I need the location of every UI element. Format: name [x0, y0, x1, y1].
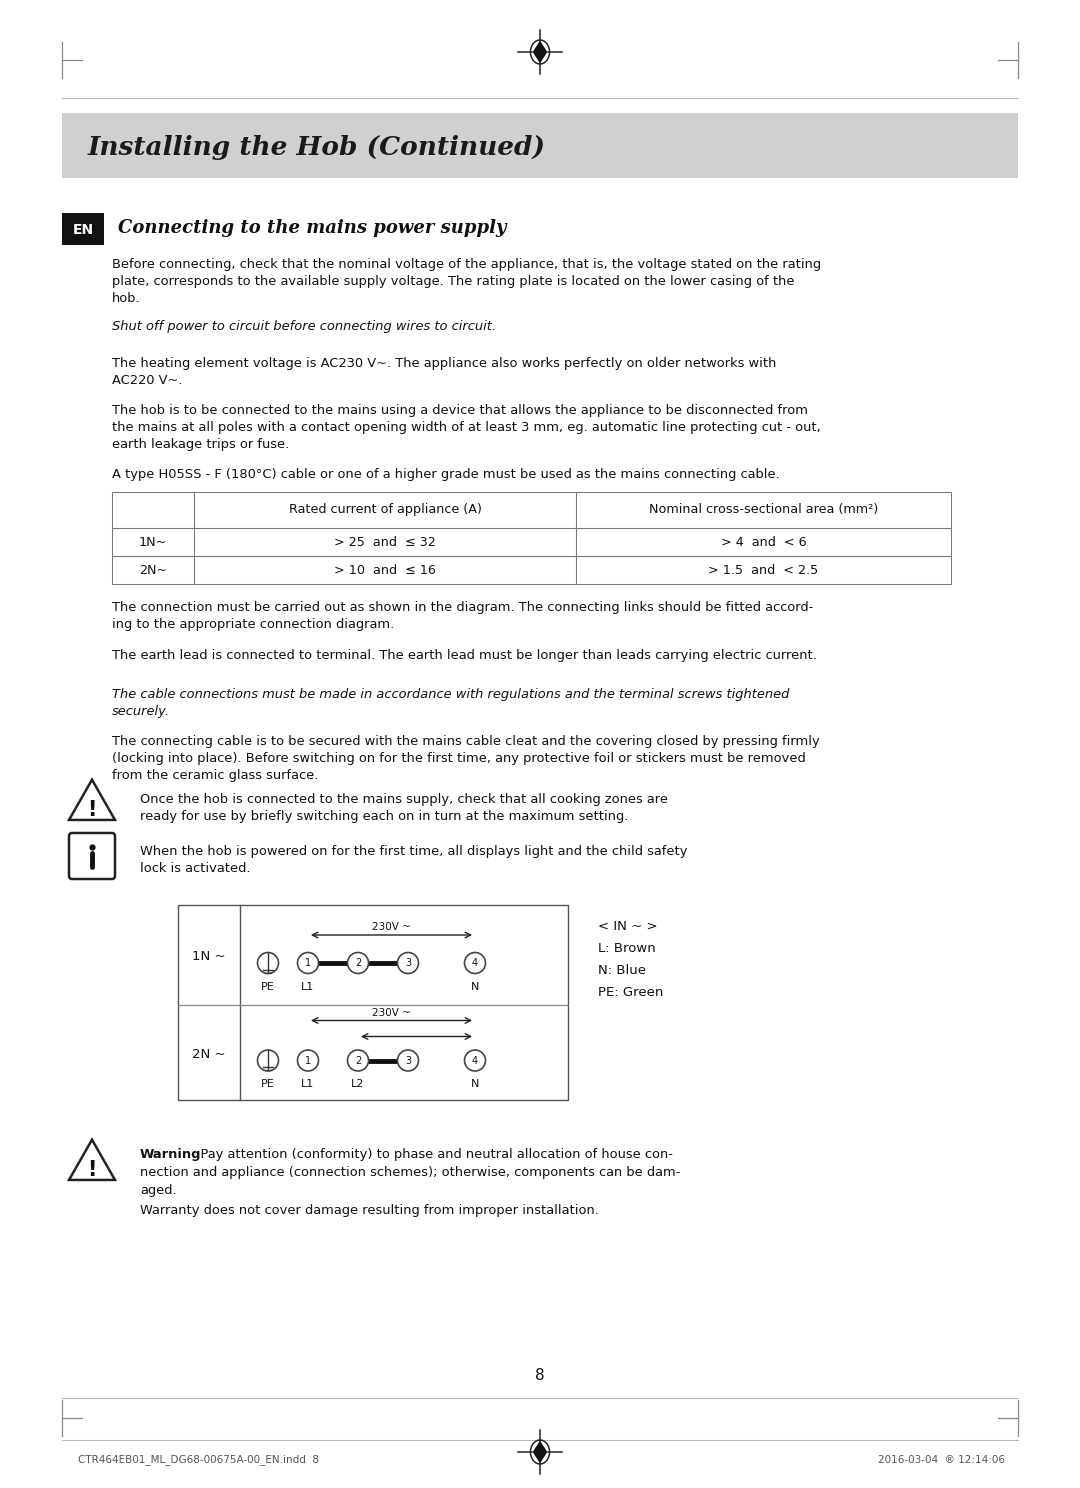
Text: 2: 2 [355, 958, 361, 969]
Text: Connecting to the mains power supply: Connecting to the mains power supply [118, 219, 507, 237]
Bar [62, 213, 104, 246]
Circle shape [257, 1051, 279, 1071]
Bar [194, 557, 576, 583]
Text: The heating element voltage is AC230 V~. The appliance also works perfectly on o: The heating element voltage is AC230 V~.… [112, 357, 777, 387]
Circle shape [397, 952, 419, 973]
FancyBboxPatch shape [69, 833, 114, 879]
Text: 230V ~: 230V ~ [373, 1007, 410, 1018]
Text: 1N~: 1N~ [139, 536, 167, 549]
Text: N: N [471, 982, 480, 991]
Text: When the hob is powered on for the first time, all displays light and the child : When the hob is powered on for the first… [140, 845, 688, 875]
Text: 2: 2 [355, 1055, 361, 1065]
Bar [178, 905, 568, 1100]
Bar [112, 493, 194, 528]
Circle shape [464, 952, 486, 973]
Text: < IN ~ >: < IN ~ > [598, 920, 658, 933]
Bar [62, 113, 1018, 179]
Text: L: Brown: L: Brown [598, 942, 656, 955]
Polygon shape [534, 1442, 546, 1463]
Text: Shut off power to circuit before connecting wires to circuit.: Shut off power to circuit before connect… [112, 320, 496, 333]
Text: 4: 4 [472, 958, 478, 969]
Text: Warranty does not cover damage resulting from improper installation.: Warranty does not cover damage resulting… [140, 1204, 599, 1217]
Text: Warning: Warning [140, 1149, 202, 1161]
Text: > 1.5  and  < 2.5: > 1.5 and < 2.5 [708, 564, 819, 576]
Text: Once the hob is connected to the mains supply, check that all cooking zones are
: Once the hob is connected to the mains s… [140, 793, 669, 823]
Text: The connection must be carried out as shown in the diagram. The connecting links: The connection must be carried out as sh… [112, 601, 813, 631]
Bar [112, 557, 194, 583]
Text: 2016-03-04  ® 12:14:06: 2016-03-04 ® 12:14:06 [878, 1455, 1005, 1466]
Text: 4: 4 [472, 1055, 478, 1065]
Text: 230V ~: 230V ~ [373, 923, 410, 931]
Text: 1: 1 [305, 1055, 311, 1065]
Bar [194, 493, 576, 528]
Polygon shape [534, 42, 546, 62]
Circle shape [297, 952, 319, 973]
Text: The connecting cable is to be secured with the mains cable cleat and the coverin: The connecting cable is to be secured wi… [112, 735, 820, 783]
Text: > 25  and  ≤ 32: > 25 and ≤ 32 [334, 536, 436, 549]
Text: 2N ~: 2N ~ [192, 1048, 226, 1061]
Bar [576, 557, 951, 583]
Text: > 10  and  ≤ 16: > 10 and ≤ 16 [334, 564, 436, 576]
Text: > 4  and  < 6: > 4 and < 6 [720, 536, 807, 549]
Text: L1: L1 [301, 982, 314, 991]
Text: 1N ~: 1N ~ [192, 951, 226, 964]
Text: !: ! [87, 1161, 97, 1180]
Text: PE: Green: PE: Green [598, 987, 663, 998]
Text: N: Blue: N: Blue [598, 964, 646, 978]
Circle shape [464, 1051, 486, 1071]
Text: 1: 1 [305, 958, 311, 969]
Bar [112, 528, 194, 557]
Bar [194, 528, 576, 557]
Text: !: ! [87, 801, 97, 820]
Text: aged.: aged. [140, 1184, 177, 1196]
Polygon shape [69, 780, 114, 820]
Text: EN: EN [72, 223, 94, 237]
Polygon shape [69, 1140, 114, 1180]
Text: Installing the Hob (Continued): Installing the Hob (Continued) [87, 135, 546, 161]
Text: Rated current of appliance (A): Rated current of appliance (A) [288, 503, 482, 516]
Text: 2N~: 2N~ [139, 564, 167, 576]
Circle shape [348, 952, 368, 973]
Text: Nominal cross-sectional area (mm²): Nominal cross-sectional area (mm²) [649, 503, 878, 516]
Text: Before connecting, check that the nominal voltage of the appliance, that is, the: Before connecting, check that the nomina… [112, 257, 821, 305]
Circle shape [297, 1051, 319, 1071]
Circle shape [397, 1051, 419, 1071]
Text: L2: L2 [351, 1079, 365, 1089]
Text: PE: PE [261, 982, 275, 991]
Text: CTR464EB01_ML_DG68-00675A-00_EN.indd  8: CTR464EB01_ML_DG68-00675A-00_EN.indd 8 [78, 1455, 319, 1466]
Circle shape [348, 1051, 368, 1071]
Text: The cable connections must be made in accordance with regulations and the termin: The cable connections must be made in ac… [112, 687, 789, 719]
Text: nection and appliance (connection schemes); otherwise, components can be dam-: nection and appliance (connection scheme… [140, 1167, 680, 1178]
Text: PE: PE [261, 1079, 275, 1089]
Text: The hob is to be connected to the mains using a device that allows the appliance: The hob is to be connected to the mains … [112, 405, 821, 451]
Bar [576, 493, 951, 528]
Text: 3: 3 [405, 1055, 411, 1065]
Bar [576, 528, 951, 557]
Text: 3: 3 [405, 958, 411, 969]
Text: The earth lead is connected to terminal. The earth lead must be longer than lead: The earth lead is connected to terminal.… [112, 649, 816, 662]
Text: N: N [471, 1079, 480, 1089]
Circle shape [257, 952, 279, 973]
Text: L1: L1 [301, 1079, 314, 1089]
Text: A type H05SS - F (180°C) cable or one of a higher grade must be used as the main: A type H05SS - F (180°C) cable or one of… [112, 469, 780, 481]
Text: : Pay attention (conformity) to phase and neutral allocation of house con-: : Pay attention (conformity) to phase an… [192, 1149, 673, 1161]
Text: 8: 8 [536, 1367, 544, 1382]
